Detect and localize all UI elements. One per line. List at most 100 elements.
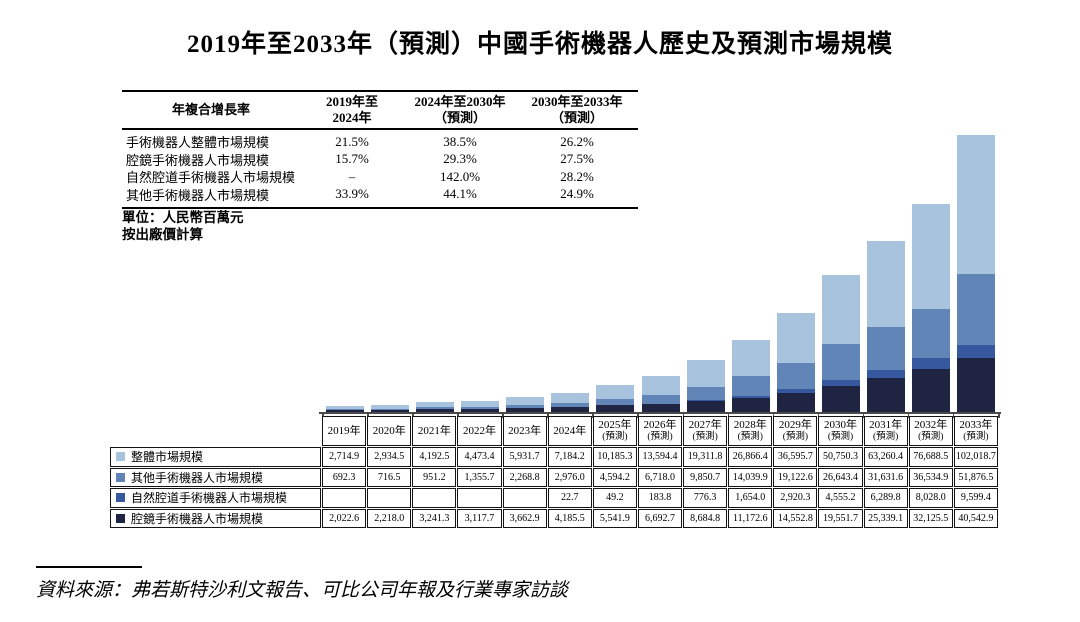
table-value-cell: 36,534.9 (908, 467, 953, 487)
cagr-value: 24.9% (560, 186, 594, 202)
bar-2023年 (506, 396, 545, 413)
year-header-2029年: 2029年 (預測) (773, 416, 818, 446)
bar-2028年 (731, 339, 770, 413)
cagr-table-row: 手術機器人整體市場規模 21.5% 38.5% 26.2% (122, 133, 638, 151)
bar-2027年 (686, 360, 725, 413)
cagr-table-row: 其他手術機器人市場規模 33.9% 44.1% 24.9% (122, 186, 638, 204)
legend-swatch-icon (116, 472, 125, 482)
bar-segment-其他手術機器人市場規模 (551, 403, 590, 408)
year-header-2024年: 2024年 (547, 416, 592, 446)
bar-segment-其他手術機器人市場規模 (956, 274, 995, 345)
year-label: 2025年 (598, 419, 632, 431)
bar-segment-整體市場規模 (326, 405, 365, 410)
source-divider (36, 566, 142, 568)
x-axis-tick (998, 413, 1000, 418)
year-label: 2019年 (327, 425, 361, 437)
bar-segment-整體市場規模 (596, 385, 635, 400)
cagr-value: 29.3% (443, 151, 477, 167)
bar-segment-自然腔道手術機器人市場規模 (911, 358, 950, 370)
cagr-table-body: 手術機器人整體市場規模 21.5% 38.5% 26.2% 腔鏡手術機器人市場規模 15.… (122, 130, 638, 207)
market-data-table: 2019年 2020年 2021年 2022年 2023年 2024年 2025年 (預測) 2… (110, 416, 998, 528)
year-header-2022年: 2022年 (457, 416, 502, 446)
table-value-cell: 2,976.0 (547, 467, 592, 487)
bar-segment-其他手術機器人市場規模 (596, 399, 635, 406)
forecast-label: (預測) (782, 432, 809, 442)
bar-segment-整體市場規模 (821, 274, 860, 344)
year-label: 2022年 (462, 425, 496, 437)
table-value-cell: 10,185.3 (592, 447, 637, 467)
cagr-row-label: 手術機器人整體市場規模 (126, 135, 270, 151)
table-value-cell: 50,750.3 (818, 447, 863, 467)
legend-swatch-icon (116, 493, 125, 503)
year-label: 2028年 (733, 419, 767, 431)
bar-segment-自然腔道手術機器人市場規模 (776, 389, 815, 394)
table-value-cell: 19,551.7 (818, 508, 863, 528)
year-header-2028年: 2028年 (預測) (728, 416, 773, 446)
cagr-table-header-row: 年複合增長率 2019年至 2024年 2024年至2030年 （預測） 203… (122, 92, 638, 130)
year-label: 2023年 (508, 425, 542, 437)
year-label: 2021年 (417, 425, 451, 437)
table-value-cell: 2,218.0 (367, 508, 412, 528)
bar-segment-腔鏡手術機器人市場規模 (416, 408, 455, 413)
cagr-row-label: 自然腔道手術機器人市場規模 (126, 170, 296, 186)
legend-row-label: 其他手術機器人市場規模 (110, 467, 321, 487)
forecast-label: (預測) (872, 432, 899, 442)
table-value-cell: 4,185.5 (547, 508, 592, 528)
bar-segment-腔鏡手術機器人市場規模 (911, 369, 950, 413)
bar-segment-腔鏡手術機器人市場規模 (821, 386, 860, 413)
bar-2033年 (956, 135, 995, 413)
legend-row-label: 自然腔道手術機器人市場規模 (110, 488, 321, 508)
bar-2030年 (821, 274, 860, 413)
legend-swatch-icon (116, 513, 125, 523)
table-value-cell: 3,241.3 (412, 508, 457, 528)
bar-segment-整體市場規模 (551, 393, 590, 404)
cagr-header-2030-2033: 2030年至2033年 （預測） (531, 94, 623, 125)
bar-segment-整體市場規模 (911, 204, 950, 309)
legend-row-label: 腔鏡手術機器人市場規模 (110, 508, 321, 528)
table-value-cell: 19,311.8 (683, 447, 728, 467)
bar-segment-其他手術機器人市場規模 (461, 406, 500, 409)
table-value-cell: 25,339.1 (863, 508, 908, 528)
bar-segment-腔鏡手術機器人市場規模 (596, 405, 635, 413)
legend-series-name: 腔鏡手術機器人市場規模 (131, 511, 264, 526)
cagr-table: 年複合增長率 2019年至 2024年 2024年至2030年 （預測） 203… (122, 90, 638, 209)
table-value-cell: 8,684.8 (683, 508, 728, 528)
table-value-cell: 76,688.5 (908, 447, 953, 467)
source-note: 資料來源：弗若斯特沙利文報告、可比公司年報及行業專家訪談 (36, 580, 569, 601)
year-label: 2031年 (869, 419, 903, 431)
table-value-cell (367, 488, 412, 508)
table-value-cell: 5,931.7 (502, 447, 547, 467)
bar-segment-整體市場規模 (416, 401, 455, 408)
table-value-cell: 14,039.9 (728, 467, 773, 487)
bar-2019年 (326, 405, 365, 413)
bar-segment-整體市場規模 (866, 240, 905, 327)
cagr-table-row: 腔鏡手術機器人市場規模 15.7% 29.3% 27.5% (122, 151, 638, 169)
cagr-row-label: 腔鏡手術機器人市場規模 (126, 152, 270, 168)
cagr-value: – (348, 168, 356, 184)
legend-row-label: 整體市場規模 (110, 447, 321, 467)
bar-segment-整體市場規模 (776, 313, 815, 364)
bar-segment-腔鏡手術機器人市場規模 (461, 408, 500, 413)
unit-note: 單位：人民幣百萬元 按出廠價計算 (122, 209, 244, 243)
table-value-cell: 3,662.9 (502, 508, 547, 528)
table-value-cell: 2,022.6 (322, 508, 367, 528)
bar-segment-整體市場規模 (731, 339, 770, 377)
cagr-value: 33.9% (335, 186, 369, 202)
forecast-label: (預測) (602, 432, 628, 442)
table-value-cell: 26,643.4 (818, 467, 863, 487)
bar-segment-腔鏡手術機器人市場規模 (866, 378, 905, 413)
bar-segment-其他手術機器人市場規模 (371, 409, 410, 410)
bar-segment-腔鏡手術機器人市場規模 (731, 397, 770, 413)
table-value-cell: 22.7 (547, 488, 592, 508)
bar-segment-其他手術機器人市場規模 (866, 326, 905, 370)
table-value-cell: 32,125.5 (908, 508, 953, 528)
bar-2024年 (551, 393, 590, 413)
cagr-header-metric: 年複合增長率 (171, 102, 250, 117)
year-label: 2020年 (372, 425, 406, 437)
table-value-cell: 2,268.8 (502, 467, 547, 487)
cagr-value: 28.2% (560, 168, 594, 184)
cagr-table-row: 自然腔道手術機器人市場規模 – 142.0% 28.2% (122, 168, 638, 186)
table-value-cell: 102,018.7 (953, 447, 998, 467)
forecast-label: (預測) (918, 432, 944, 442)
year-label: 2032年 (914, 419, 948, 431)
